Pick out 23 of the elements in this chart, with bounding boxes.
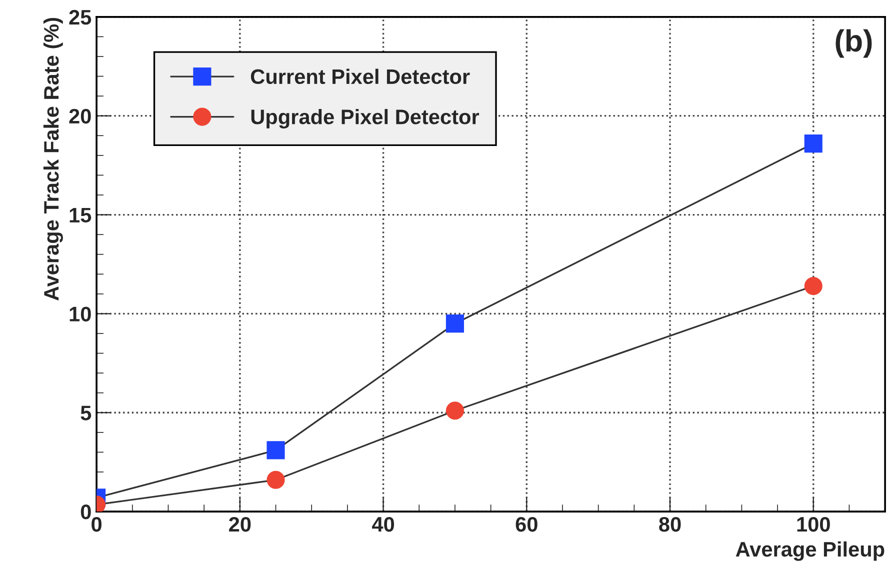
legend-label: Upgrade Pixel Detector [251, 108, 480, 128]
x-tick-label: 80 [659, 516, 681, 532]
x-axis-title: Average Pileup [736, 541, 884, 561]
point [446, 402, 464, 420]
point [804, 276, 822, 296]
y-tick-label: 5 [80, 406, 92, 420]
x-tick-label: 100 [797, 516, 830, 532]
y-tick-label: 25 [69, 10, 92, 25]
y-tick-label: 20 [69, 108, 91, 124]
point [266, 441, 285, 460]
x-tick-label: 20 [229, 516, 251, 532]
y-axis-title: Average Track Fake Rate (%) [43, 18, 63, 300]
y-tick-label: 15 [70, 208, 92, 223]
x-tick-label: 40 [372, 516, 394, 532]
x-tick-label: 0 [92, 516, 102, 532]
annotation: (b) [836, 29, 872, 58]
x-tick-label: 60 [516, 516, 538, 532]
y-tick-label: 10 [70, 306, 91, 322]
point [446, 314, 464, 333]
point [266, 470, 285, 489]
y-tick-label: 0 [80, 504, 91, 520]
legend-label: Current Pixel Detector [250, 68, 470, 84]
point [804, 134, 822, 153]
